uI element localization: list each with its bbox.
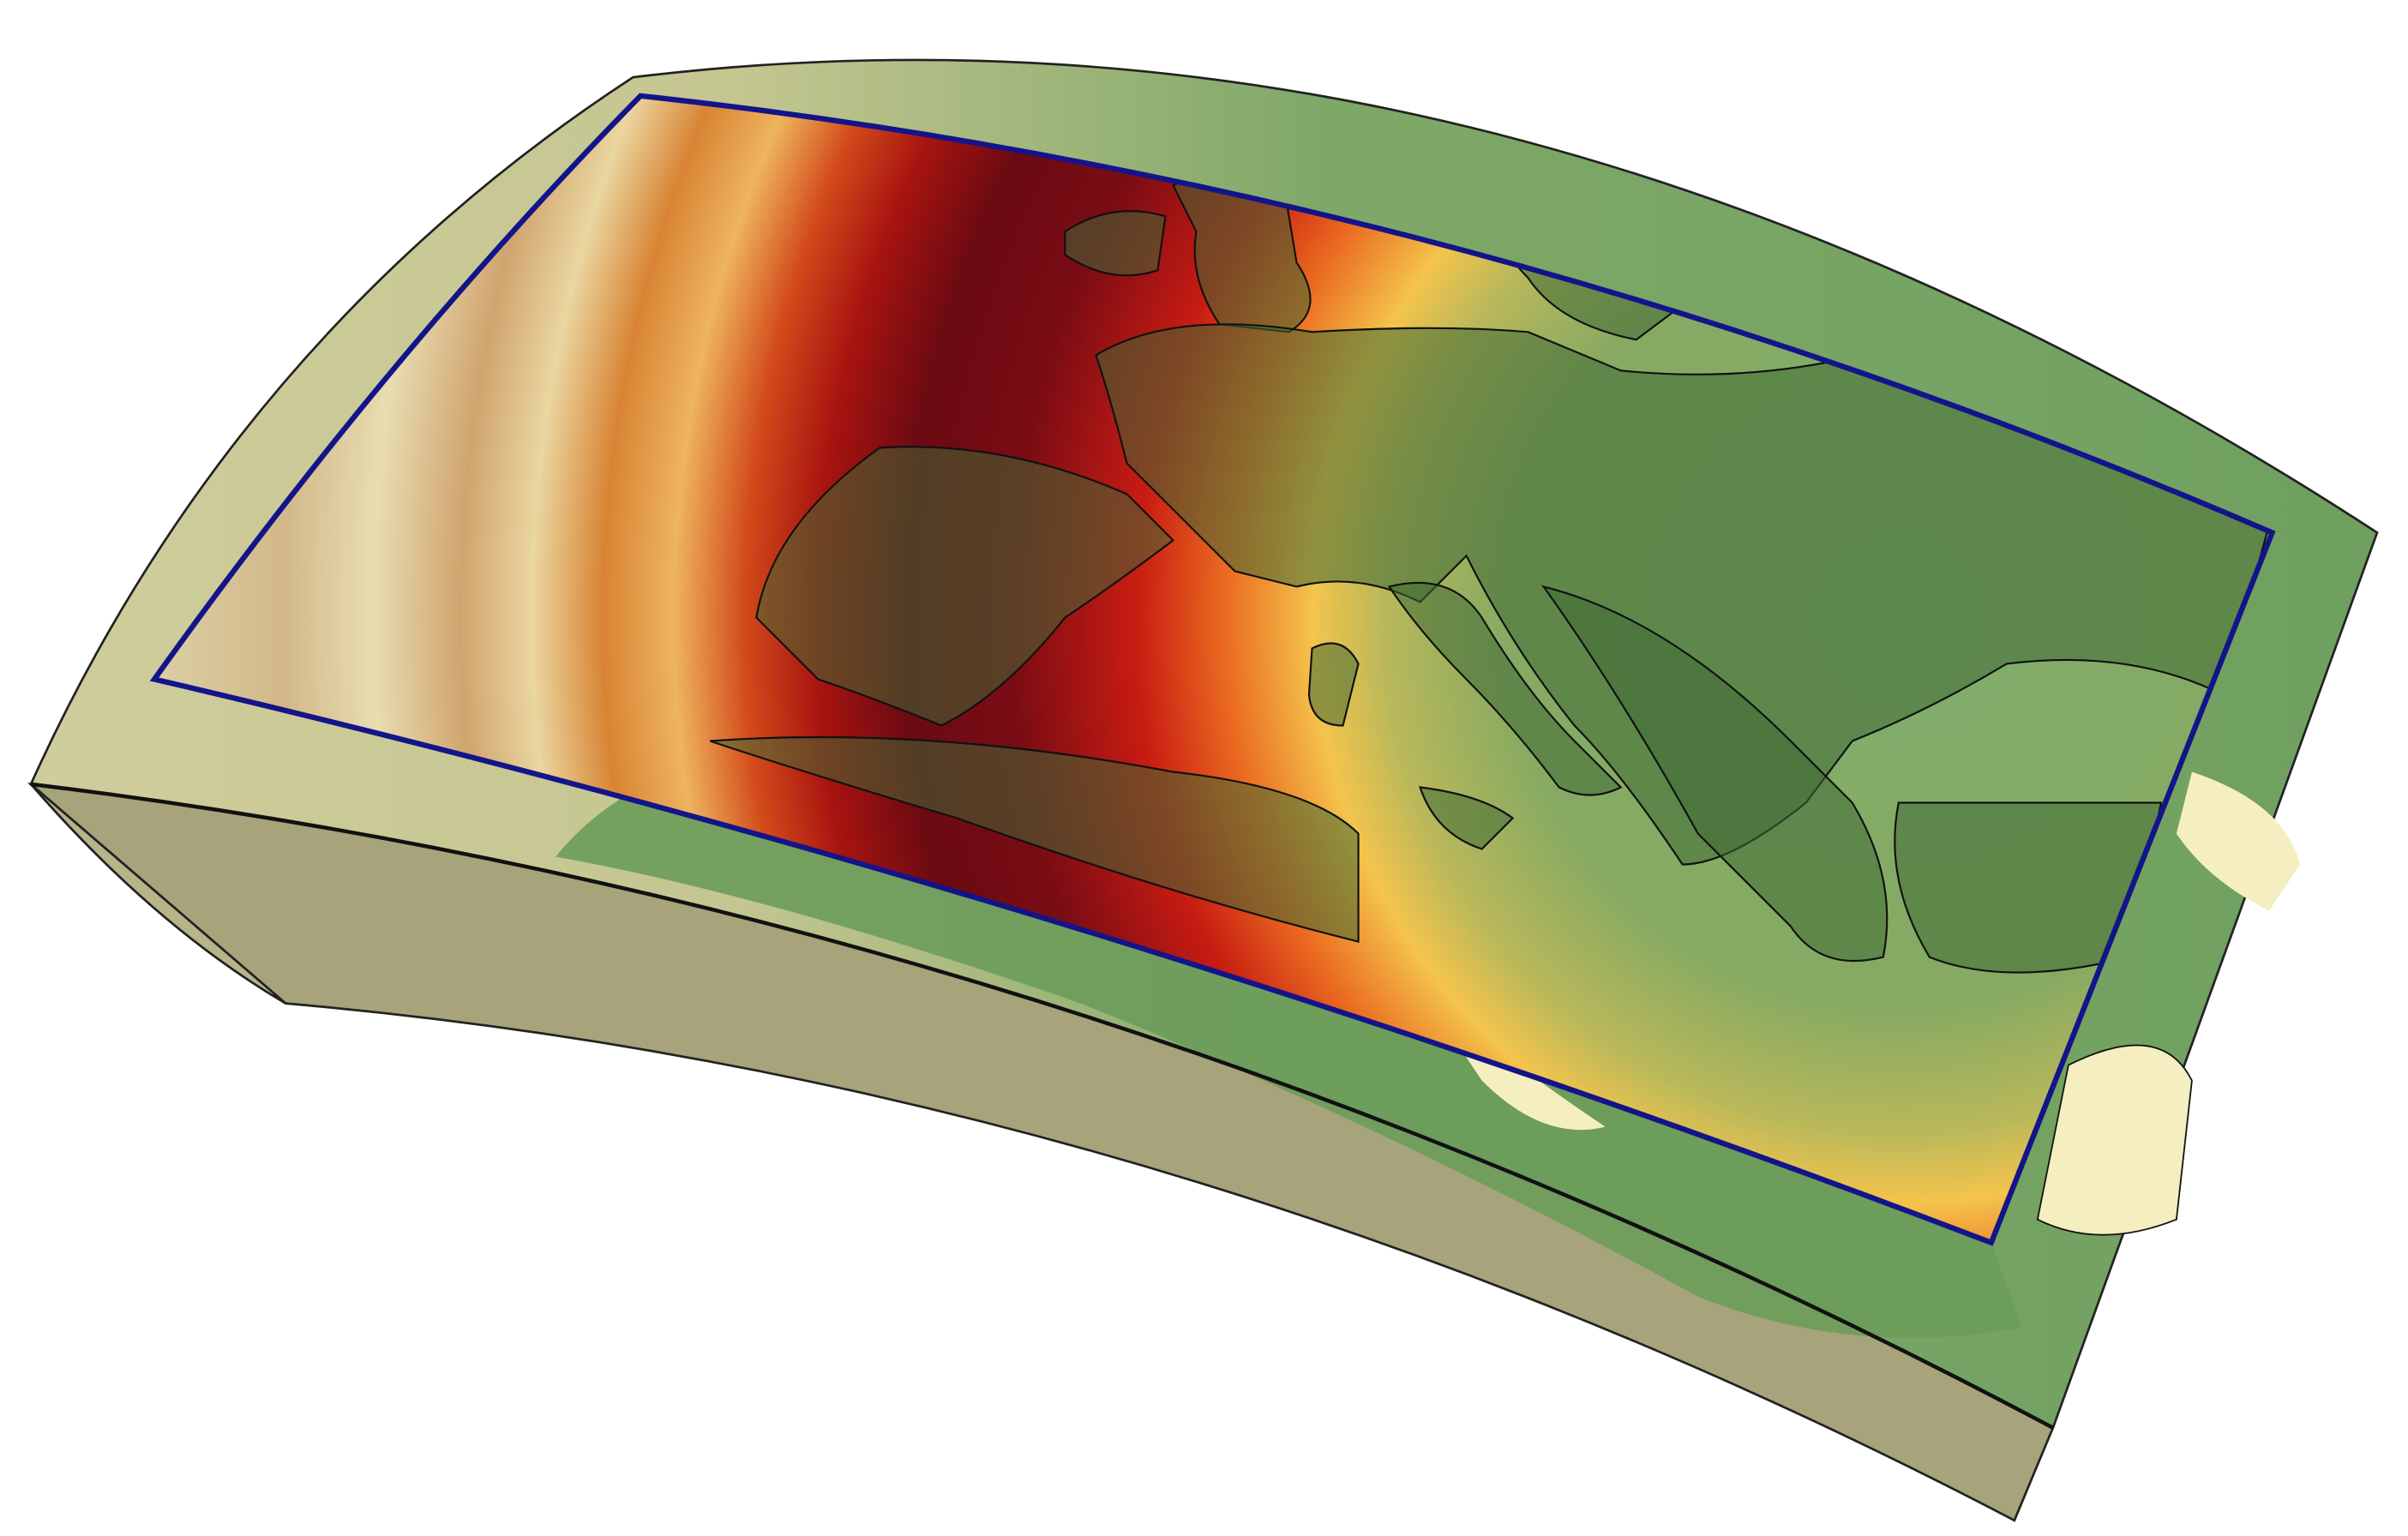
sea-patch [2176,771,2300,911]
land-turkey [1894,801,2163,974]
land-sicily [1419,786,1515,850]
land-africa [555,741,2022,1338]
land-continent [1095,323,2271,866]
slab-side-face [29,783,286,1005]
domain-frame [149,93,2276,1246]
sea-patch [1420,987,1606,1131]
sea-patch [2036,1044,2193,1236]
land-africa-inner [709,735,1360,943]
land-italy [1387,581,1623,796]
land-balkans [1541,585,1889,963]
land-sardinia [1307,642,1360,727]
land-ireland [1064,210,1167,277]
slab-edge [30,782,2054,1430]
land-iberia [755,446,1175,727]
